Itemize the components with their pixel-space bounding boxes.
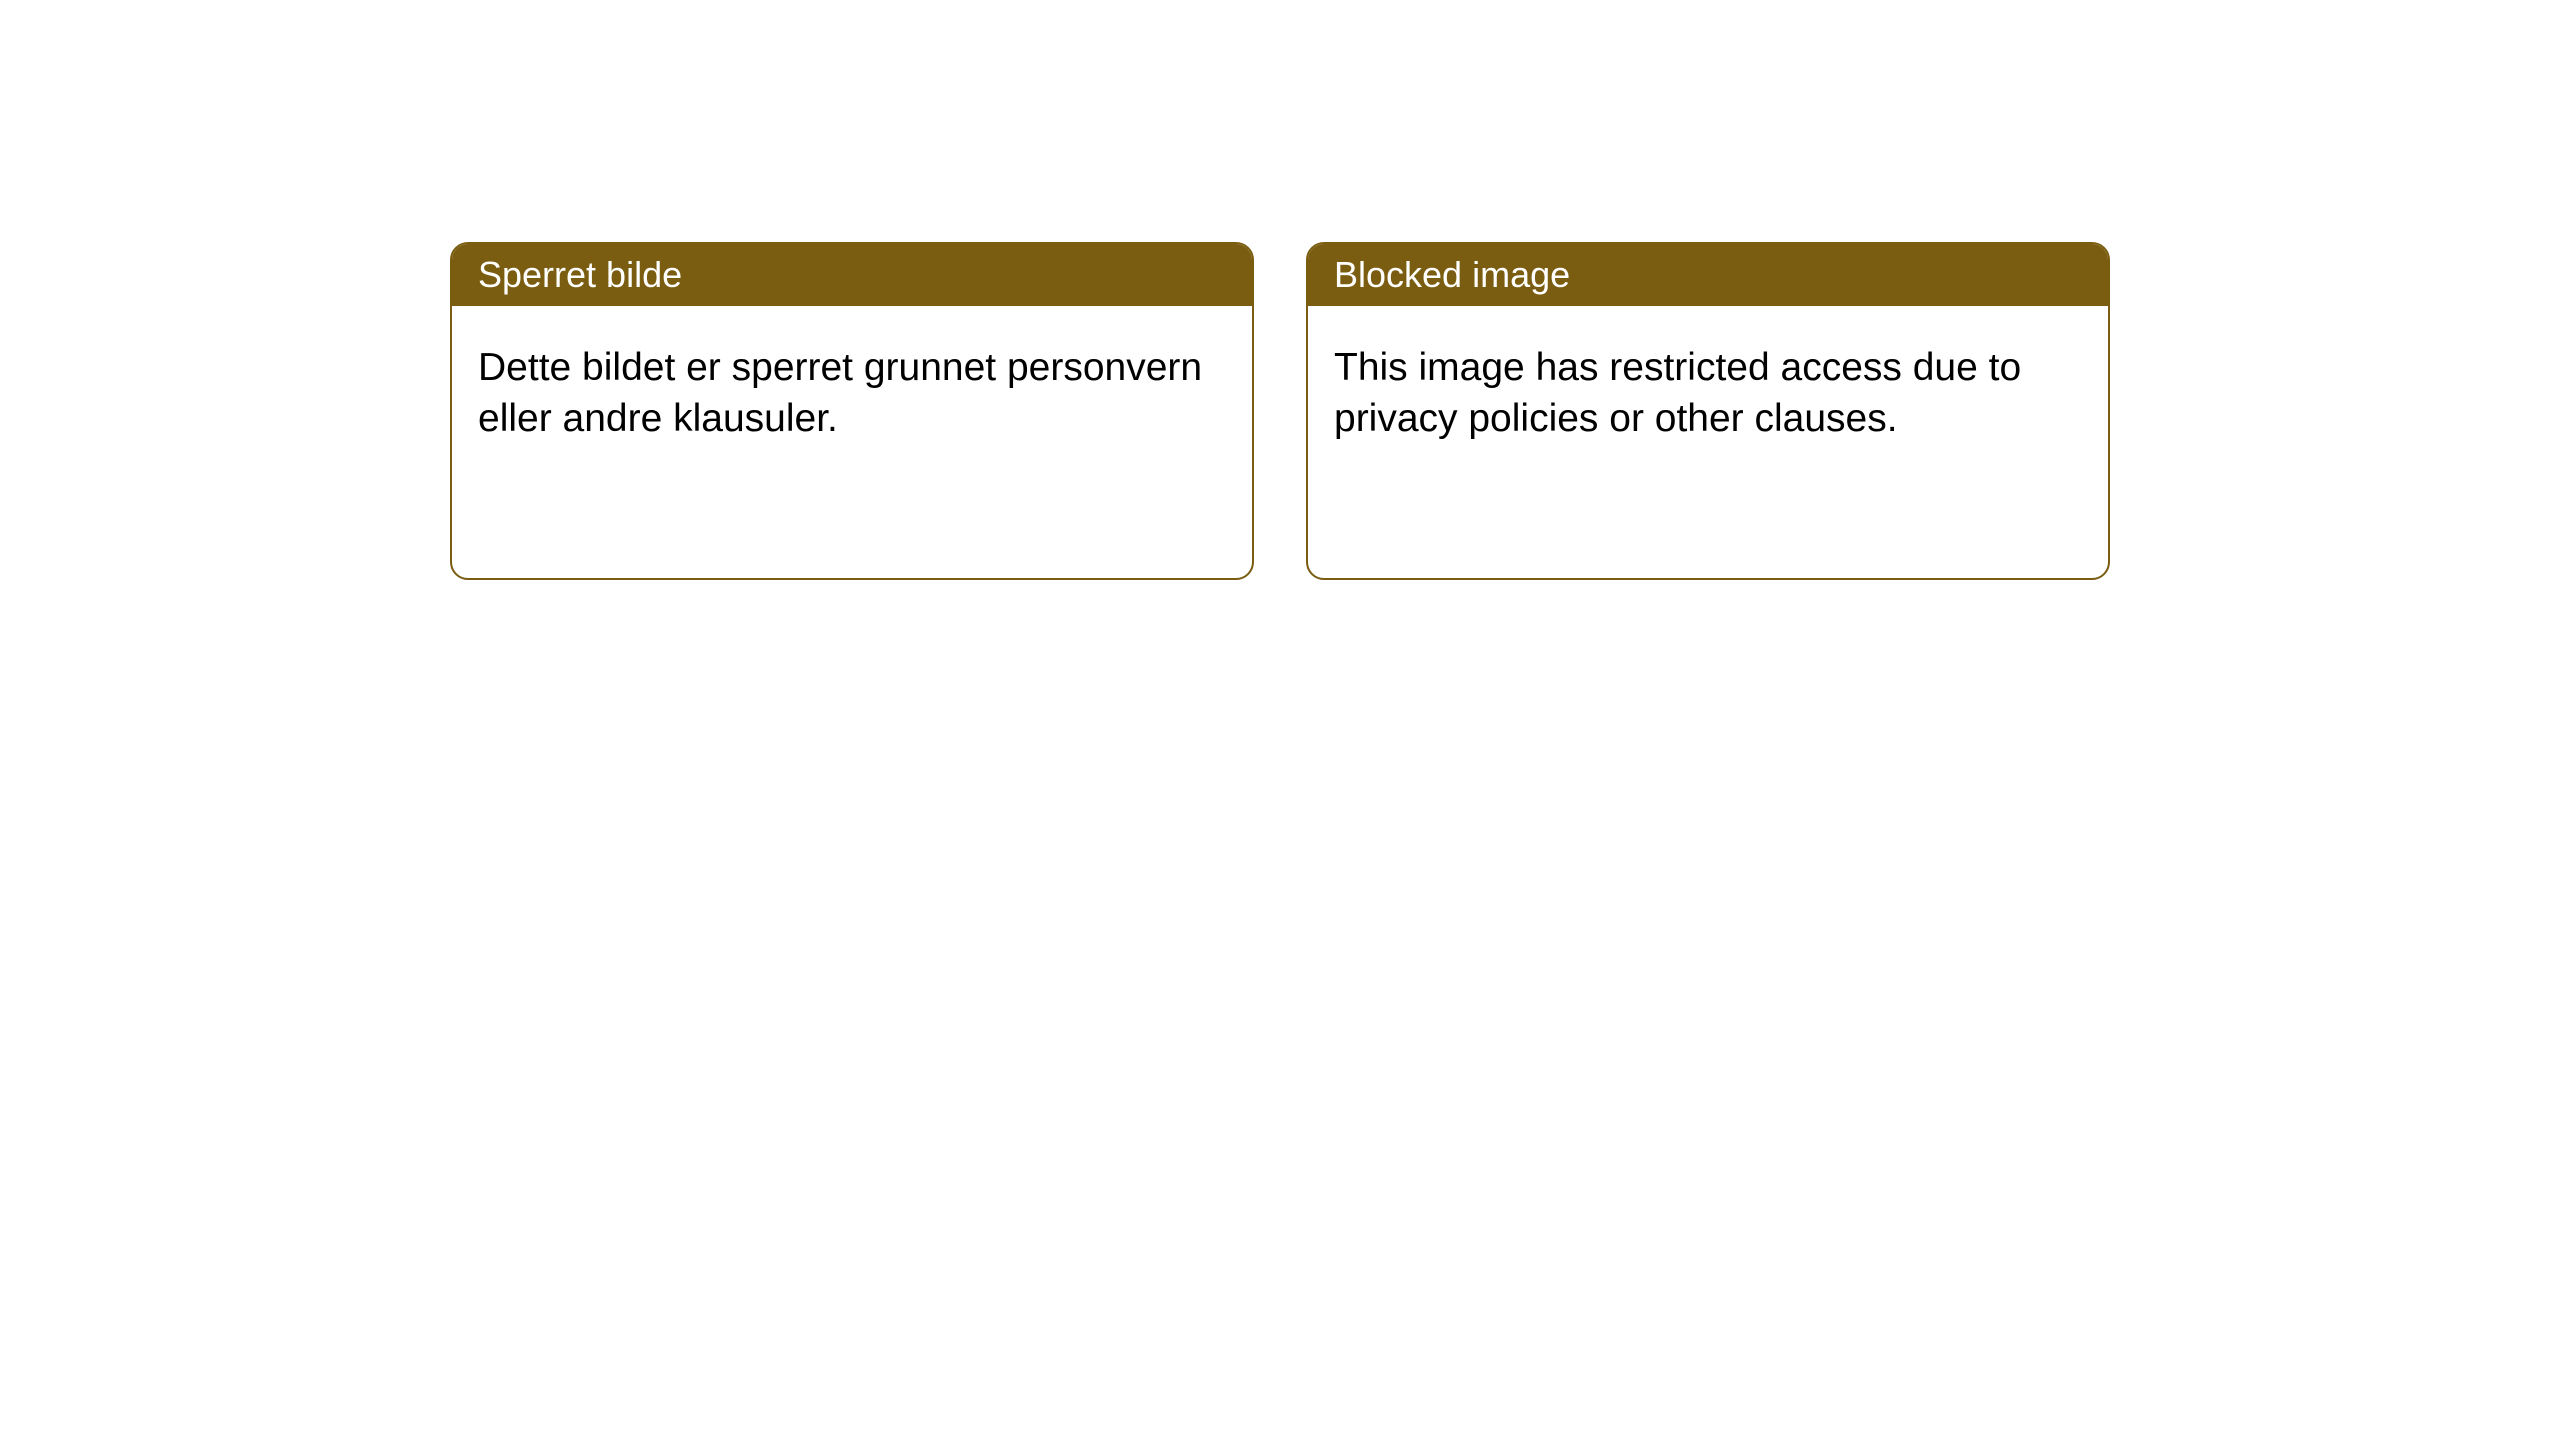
notice-cards-container: Sperret bilde Dette bildet er sperret gr…: [0, 0, 2560, 580]
card-body: This image has restricted access due to …: [1308, 306, 2108, 481]
card-header: Sperret bilde: [452, 244, 1252, 306]
notice-card-norwegian: Sperret bilde Dette bildet er sperret gr…: [450, 242, 1254, 580]
card-title: Blocked image: [1334, 254, 1570, 295]
card-title: Sperret bilde: [478, 254, 682, 295]
card-message: Dette bildet er sperret grunnet personve…: [478, 346, 1202, 440]
card-message: This image has restricted access due to …: [1334, 346, 2021, 440]
card-header: Blocked image: [1308, 244, 2108, 306]
notice-card-english: Blocked image This image has restricted …: [1306, 242, 2110, 580]
card-body: Dette bildet er sperret grunnet personve…: [452, 306, 1252, 481]
